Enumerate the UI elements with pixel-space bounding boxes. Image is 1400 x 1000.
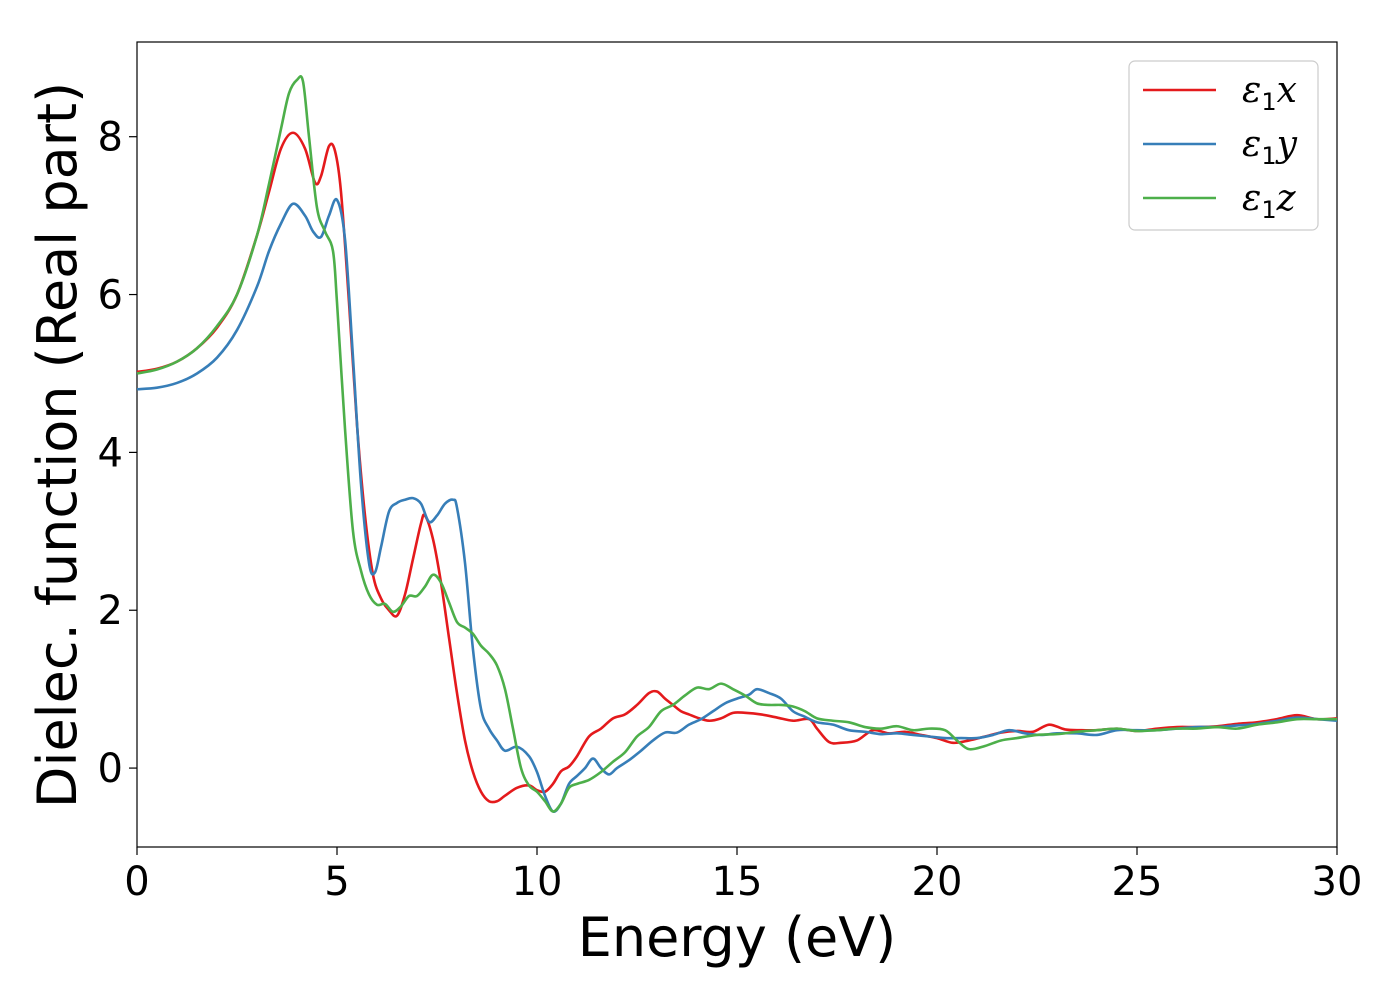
x-tick-label: 10 — [512, 859, 563, 905]
plot-area: 0 5 10 15 20 25 30 0 2 4 6 8 — [98, 41, 1362, 905]
x-tick-label: 20 — [912, 859, 963, 905]
y-axis-label: Dielec. function (Real part) — [26, 82, 89, 808]
y-tick-label: 0 — [98, 746, 123, 792]
series-line-z — [137, 74, 1337, 813]
x-axis-label: Energy (eV) — [578, 906, 897, 969]
series-line-y — [137, 197, 1337, 813]
x-tick-label: 25 — [1112, 859, 1163, 905]
series-line-x — [137, 131, 1337, 804]
legend-item-y: ε1y — [1143, 124, 1298, 170]
legend-label: ε1x — [1242, 70, 1297, 116]
y-tick-label: 6 — [98, 273, 123, 319]
y-axis-ticks: 0 2 4 6 8 — [98, 115, 137, 792]
legend-item-x: ε1x — [1143, 70, 1297, 116]
legend-label: ε1y — [1242, 124, 1298, 170]
x-tick-label: 5 — [324, 859, 349, 905]
legend-entries: ε1x ε1y ε1z — [1143, 70, 1298, 224]
x-tick-label: 0 — [124, 859, 149, 905]
series-layer — [137, 74, 1337, 813]
x-axis-ticks: 0 5 10 15 20 25 30 — [124, 847, 1362, 905]
legend-item-z: ε1z — [1143, 178, 1297, 224]
legend-frame — [1128, 60, 1319, 231]
y-tick-label: 4 — [98, 430, 123, 476]
legend: ε1x ε1y ε1z — [1128, 60, 1319, 231]
y-tick-label: 2 — [98, 588, 123, 634]
x-tick-label: 15 — [712, 859, 763, 905]
legend-label: ε1z — [1242, 178, 1297, 224]
x-tick-label: 30 — [1312, 859, 1363, 905]
y-tick-label: 8 — [98, 115, 123, 161]
